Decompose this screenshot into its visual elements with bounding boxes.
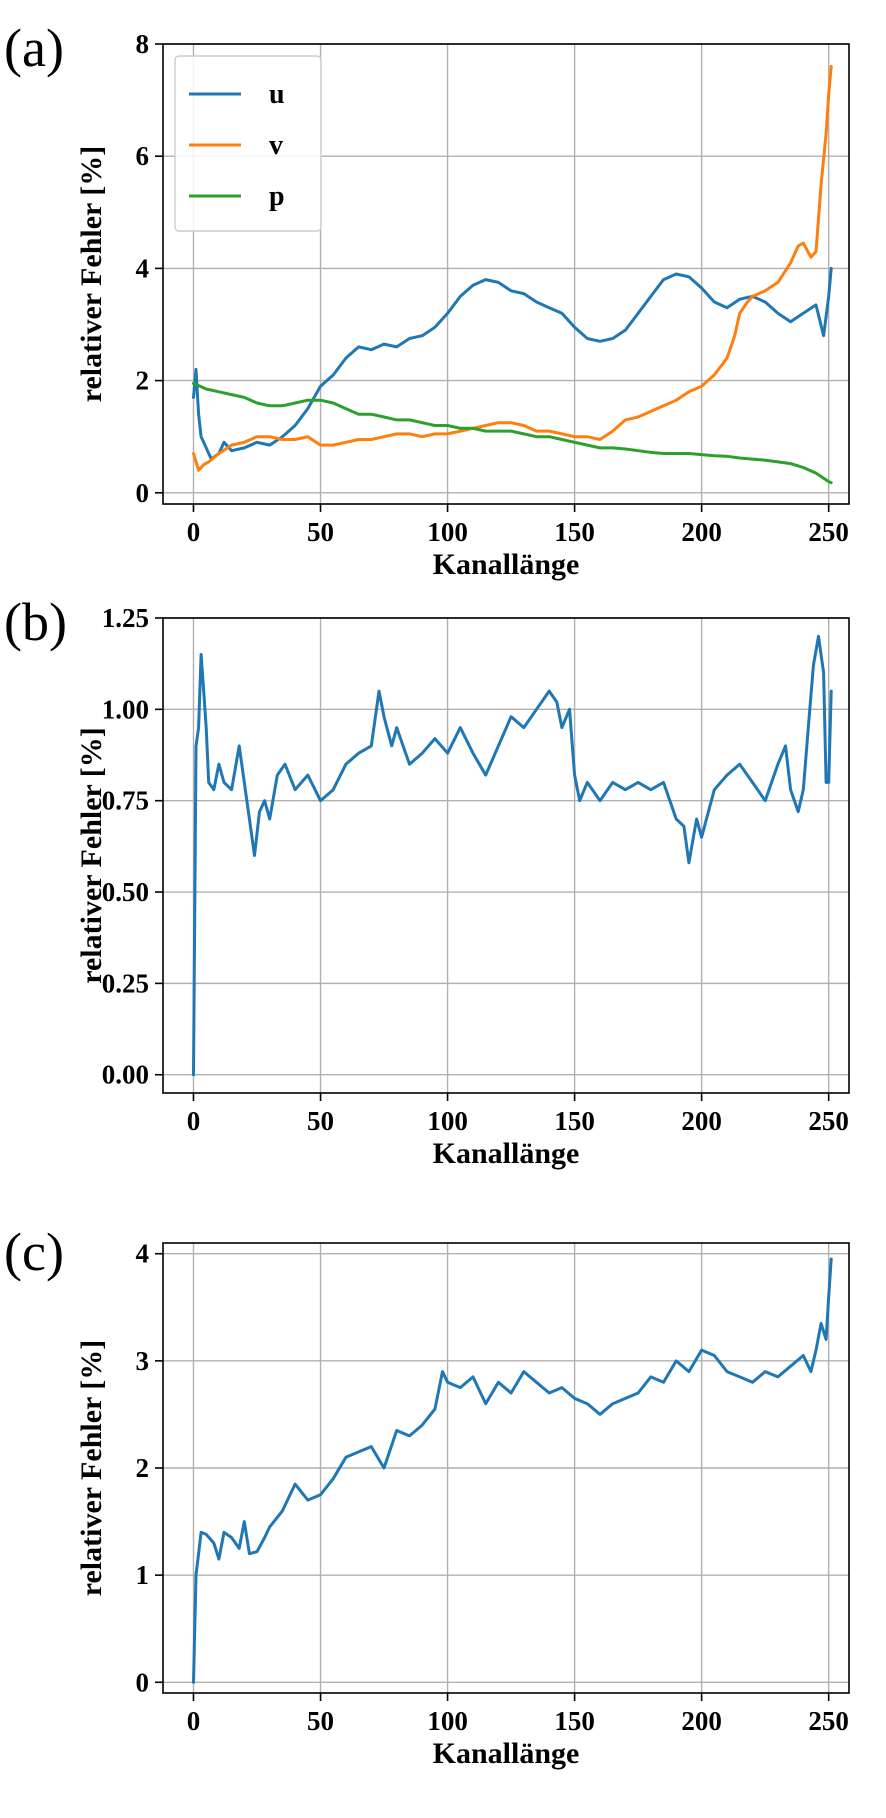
y-tick-label: 2 — [136, 1453, 150, 1483]
x-tick-label: 100 — [427, 1106, 468, 1136]
x-tick-label: 150 — [554, 1106, 595, 1136]
series-line — [192, 634, 833, 1077]
legend-label-u: u — [269, 79, 285, 110]
series-line-p — [192, 381, 833, 485]
y-axis-label: relativer Fehler [%] — [75, 727, 108, 984]
y-tick-label: 0 — [136, 478, 150, 508]
y-axis-label: relativer Fehler [%] — [75, 1340, 108, 1597]
legend-label-p: p — [269, 181, 285, 212]
x-tick-label: 250 — [808, 1106, 849, 1136]
y-tick-label: 0.75 — [102, 786, 149, 816]
y-axis-label: relativer Fehler [%] — [75, 146, 108, 403]
y-tick-label: 6 — [136, 141, 150, 171]
x-tick-label: 50 — [307, 1106, 334, 1136]
x-axis-label: Kanallänge — [433, 1137, 580, 1170]
y-tick-label: 4 — [136, 1239, 150, 1269]
series-line-v — [192, 64, 833, 472]
plot-frame — [162, 43, 850, 505]
series-line — [192, 1257, 833, 1684]
y-tick-label: 4 — [136, 253, 150, 283]
y-tick-label: 1.00 — [102, 694, 149, 724]
x-tick-label: 50 — [307, 517, 334, 547]
y-tick-label: 8 — [136, 29, 150, 59]
y-tick-label: 0.25 — [102, 968, 149, 998]
x-tick-label: 100 — [427, 517, 468, 547]
legend-label-v: v — [269, 130, 283, 161]
x-tick-label: 150 — [554, 1706, 595, 1736]
x-tick-label: 250 — [808, 517, 849, 547]
series-line-u — [192, 266, 833, 461]
y-tick-label: 1.25 — [102, 603, 149, 633]
x-tick-label: 150 — [554, 517, 595, 547]
y-tick-label: 3 — [136, 1346, 150, 1376]
x-tick-label: 0 — [187, 517, 201, 547]
y-tick-label: 1 — [136, 1560, 150, 1590]
x-tick-label: 200 — [681, 1706, 722, 1736]
x-tick-label: 100 — [427, 1706, 468, 1736]
x-tick-label: 0 — [187, 1706, 201, 1736]
panel-b: 0 50 100 150 200 250 0.00 0.25 0.50 0.75 1.00 1.25 K… — [4, 592, 850, 1170]
y-tick-label: 0 — [136, 1667, 150, 1697]
panel-label: (c) — [4, 1222, 64, 1282]
y-tick-label: 2 — [136, 366, 150, 396]
x-tick-label: 250 — [808, 1706, 849, 1736]
panel-label: (b) — [4, 592, 67, 652]
x-tick-label: 50 — [307, 1706, 334, 1736]
plot-frame — [162, 617, 850, 1094]
x-axis-label: Kanallänge — [433, 548, 580, 581]
x-tick-label: 200 — [681, 517, 722, 547]
y-tick-label: 0.00 — [102, 1060, 149, 1090]
panel-label: (a) — [4, 18, 64, 78]
panel-c: 0 50 100 150 200 250 0 1 2 3 4 Kanallänge relativer … — [4, 1222, 850, 1770]
panel-a: 0 50 100 150 200 250 0 2 4 6 8 Kanallänge relativer … — [4, 18, 850, 581]
y-tick-label: 0.50 — [102, 877, 149, 907]
x-axis-label: Kanallänge — [433, 1737, 580, 1770]
legend-box — [174, 55, 322, 232]
x-tick-label: 200 — [681, 1106, 722, 1136]
x-tick-label: 0 — [187, 1106, 201, 1136]
legend: uvp — [174, 55, 322, 232]
